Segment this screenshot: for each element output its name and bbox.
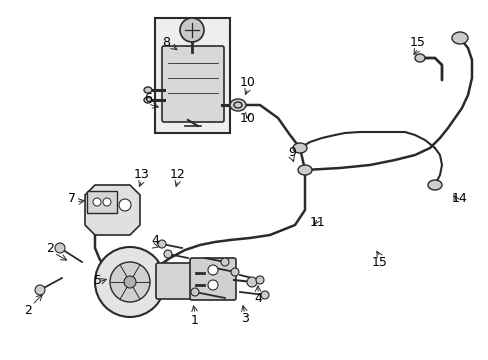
Bar <box>155 18 229 133</box>
Ellipse shape <box>451 32 467 44</box>
FancyBboxPatch shape <box>156 263 198 299</box>
Ellipse shape <box>234 102 242 108</box>
Circle shape <box>230 268 239 276</box>
Circle shape <box>207 265 218 275</box>
Ellipse shape <box>143 97 152 103</box>
Text: 2: 2 <box>46 242 54 255</box>
FancyBboxPatch shape <box>190 258 236 300</box>
Text: 3: 3 <box>241 311 248 324</box>
Text: 8: 8 <box>162 36 170 49</box>
Ellipse shape <box>414 54 424 62</box>
Circle shape <box>246 277 257 287</box>
Text: 12: 12 <box>170 168 185 181</box>
Text: 14: 14 <box>451 192 467 204</box>
Circle shape <box>163 250 172 258</box>
Text: 13: 13 <box>134 168 149 181</box>
Circle shape <box>221 258 228 266</box>
Text: 4: 4 <box>151 234 159 247</box>
Ellipse shape <box>143 87 152 93</box>
Circle shape <box>99 199 111 211</box>
Text: 5: 5 <box>94 274 102 287</box>
Text: 4: 4 <box>254 292 262 305</box>
Ellipse shape <box>292 143 306 153</box>
Circle shape <box>55 243 65 253</box>
Ellipse shape <box>229 99 245 111</box>
Text: 15: 15 <box>371 256 387 269</box>
Circle shape <box>93 198 101 206</box>
Text: 6: 6 <box>144 91 152 104</box>
Text: 10: 10 <box>240 112 255 125</box>
Ellipse shape <box>297 165 311 175</box>
Ellipse shape <box>117 270 133 282</box>
Circle shape <box>119 199 131 211</box>
Circle shape <box>191 288 199 296</box>
Text: 15: 15 <box>409 36 425 49</box>
Circle shape <box>261 291 268 299</box>
Text: 11: 11 <box>309 216 325 229</box>
Ellipse shape <box>427 180 441 190</box>
Text: 1: 1 <box>191 314 199 327</box>
Text: 7: 7 <box>68 192 76 204</box>
Circle shape <box>180 18 203 42</box>
Circle shape <box>124 276 136 288</box>
FancyBboxPatch shape <box>162 46 224 122</box>
Circle shape <box>110 262 150 302</box>
Text: 10: 10 <box>240 76 255 89</box>
Circle shape <box>158 240 165 248</box>
Circle shape <box>95 247 164 317</box>
Polygon shape <box>85 185 140 235</box>
FancyBboxPatch shape <box>87 191 117 213</box>
Circle shape <box>256 276 264 284</box>
Text: 9: 9 <box>287 145 295 158</box>
Circle shape <box>35 285 45 295</box>
Text: 2: 2 <box>24 303 32 316</box>
Circle shape <box>207 280 218 290</box>
Circle shape <box>103 198 111 206</box>
